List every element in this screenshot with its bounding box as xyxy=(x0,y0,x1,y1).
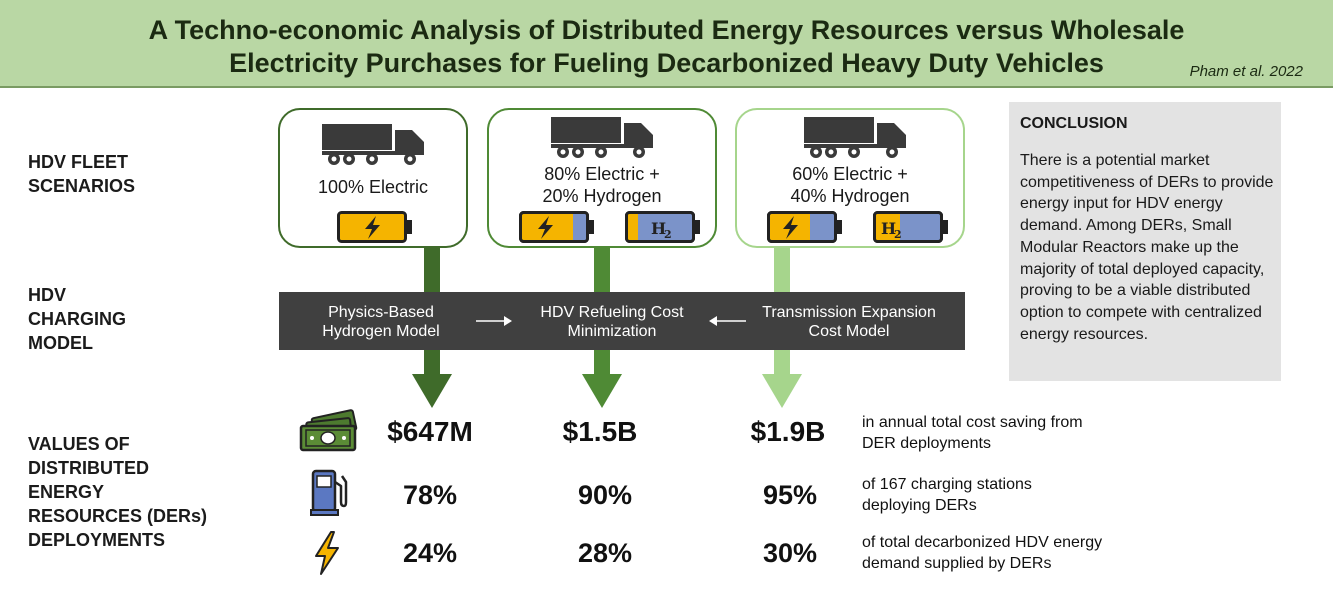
model-physics-hydrogen: Physics-Based Hydrogen Model xyxy=(322,304,440,340)
fuel-pump-icon xyxy=(310,469,348,516)
value-stations-scenario-1: 78% xyxy=(402,480,458,510)
value-energy-scenario-2: 28% xyxy=(577,538,633,568)
value-energy-scenario-3: 30% xyxy=(762,538,818,568)
value-cost-scenario-2: $1.5B xyxy=(562,416,638,447)
arrow-left-icon xyxy=(709,316,746,326)
label-fleet-scenarios: HDV FLEET SCENARIOS xyxy=(28,152,136,196)
conclusion-panel: CONCLUSION There is a potential market c… xyxy=(1009,102,1281,381)
conclusion-title: CONCLUSION xyxy=(1020,115,1128,132)
conclusion-body: There is a potential market competitiven… xyxy=(1020,152,1274,343)
label-charging-model: HDV CHARGING MODEL xyxy=(28,285,126,353)
battery-electric-icon xyxy=(337,211,412,243)
battery-electric-icon xyxy=(767,211,842,243)
value-energy-scenario-1: 24% xyxy=(402,538,458,568)
battery-hydrogen-icon: H 2 xyxy=(625,211,700,243)
charging-model-bar: Physics-Based Hydrogen Model HDV Refueli… xyxy=(279,292,965,350)
lightning-icon xyxy=(315,531,339,575)
truck-icon xyxy=(804,117,906,158)
scenario-card-60-electric: 60% Electric + 40% Hydrogen H 2 xyxy=(735,108,965,248)
model-refueling-cost: HDV Refueling Cost Minimization xyxy=(540,304,684,340)
title-line-1: A Techno-economic Analysis of Distribute… xyxy=(148,15,1185,45)
battery-electric-icon xyxy=(519,211,594,243)
truck-icon xyxy=(551,117,653,158)
battery-hydrogen-icon: H 2 xyxy=(873,211,948,243)
svg-text:2: 2 xyxy=(894,228,902,241)
citation: Pham et al. 2022 xyxy=(1189,63,1303,80)
scenario-card-100-electric: 100% Electric xyxy=(278,108,468,248)
value-cost-scenario-3: $1.9B xyxy=(750,416,826,447)
scenario-label: 60% Electric + 40% Hydrogen xyxy=(790,164,910,206)
page-title: A Techno-economic Analysis of Distribute… xyxy=(0,14,1333,80)
svg-text:H: H xyxy=(651,219,666,238)
model-transmission-expansion: Transmission Expansion Cost Model xyxy=(762,304,936,340)
scenario-card-80-electric: 80% Electric + 20% Hydrogen H 2 xyxy=(487,108,717,248)
scenario-label: 80% Electric + 20% Hydrogen xyxy=(542,164,662,206)
scenario-label: 100% Electric xyxy=(317,177,429,197)
description-energy: of total decarbonized HDV energy demand … xyxy=(862,534,1103,572)
value-stations-scenario-2: 90% xyxy=(577,480,633,510)
money-icon xyxy=(299,409,358,452)
label-der-values: VALUES OF DISTRIBUTED ENERGY RESOURCES (… xyxy=(28,434,208,550)
description-stations: of 167 charging stations deploying DERs xyxy=(862,476,1032,514)
description-cost: in annual total cost saving from DER dep… xyxy=(862,414,1083,452)
truck-icon xyxy=(322,124,424,165)
value-cost-scenario-1: $647M xyxy=(387,416,473,447)
title-line-2: Electricity Purchases for Fueling Decarb… xyxy=(229,48,1104,78)
arrow-right-icon xyxy=(476,316,512,326)
value-stations-scenario-3: 95% xyxy=(762,480,818,510)
svg-text:H: H xyxy=(881,219,896,238)
svg-text:2: 2 xyxy=(664,228,672,241)
header-banner: A Techno-economic Analysis of Distribute… xyxy=(0,0,1333,88)
